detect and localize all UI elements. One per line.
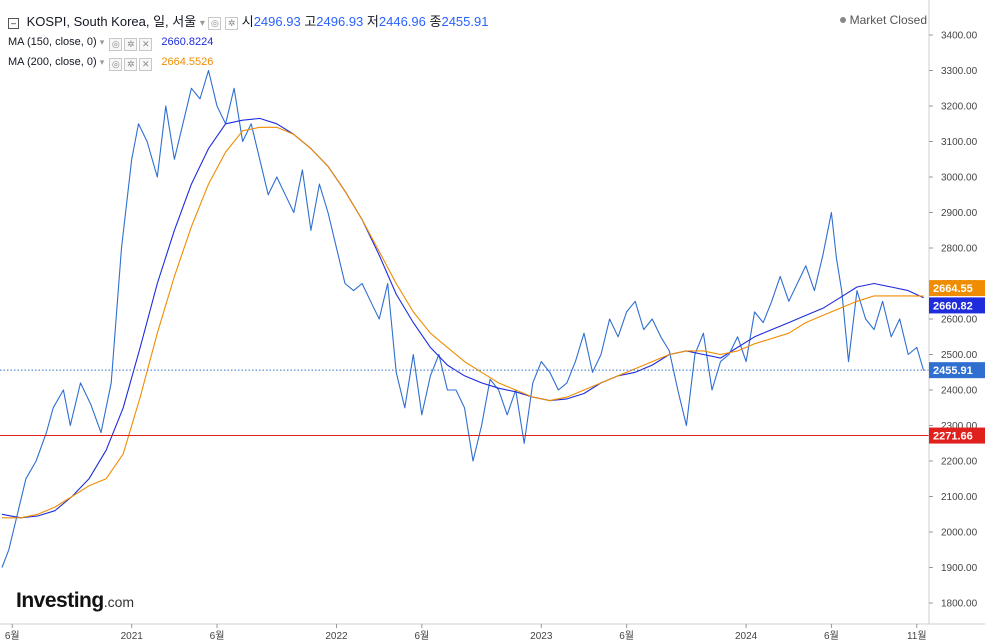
price-tag: 2271.66	[929, 427, 985, 444]
y-tick-label: 3000.00	[941, 173, 978, 184]
y-tick-label: 2100.00	[941, 492, 978, 503]
eye-icon[interactable]: ◎	[208, 17, 222, 30]
chevron-down-icon[interactable]: ▾	[99, 37, 105, 47]
x-tick-label: 6월	[414, 630, 429, 642]
y-tick-label: 2300.00	[941, 421, 978, 432]
y-tick-label: 3100.00	[941, 137, 978, 148]
high-label: 고	[304, 14, 317, 29]
chart-header: – KOSPI, South Korea, 일, 서울 ▾ ◎ ✲ 시2496.…	[8, 11, 488, 30]
chevron-down-icon[interactable]: ▾	[199, 18, 205, 29]
y-tick-label: 2500.00	[941, 350, 978, 361]
y-tick-label: 3200.00	[941, 102, 978, 113]
price-tag-label: 2660.82	[933, 300, 973, 312]
indicator-label: MA (150, close, 0)	[8, 36, 97, 48]
series-line-kospi	[1, 69, 925, 568]
logo-text: Investing	[16, 589, 104, 612]
low-label: 저	[366, 14, 379, 29]
series-layer	[1, 69, 925, 568]
price-tag-label: 2664.55	[933, 283, 973, 295]
x-tick-label: 6월	[210, 630, 225, 642]
close-value: 2455.91	[441, 14, 489, 29]
x-tick-label: 11월	[907, 630, 927, 642]
price-tag-bg	[929, 297, 985, 314]
series-line-ma200	[2, 126, 924, 519]
x-tick-label: 2021	[121, 631, 144, 642]
settings-icon[interactable]: ✲	[225, 17, 239, 30]
price-tags: 2664.55 2660.82 2455.91 2271.66	[929, 280, 985, 444]
price-tag: 2664.55	[929, 280, 985, 297]
x-tick-label: 6월	[824, 630, 839, 642]
open-label: 시	[241, 14, 254, 29]
x-tick-label: 2023	[530, 631, 553, 642]
price-tag-label: 2271.66	[933, 431, 973, 443]
x-tick-label: 6월	[5, 630, 20, 642]
close-label: 종	[429, 14, 442, 29]
open-value: 2496.93	[253, 14, 301, 29]
price-tag-bg	[929, 427, 985, 444]
eye-icon[interactable]: ◎	[109, 58, 123, 71]
y-tick-label: 2200.00	[941, 457, 978, 468]
y-tick-label: 2900.00	[941, 208, 978, 219]
collapse-icon[interactable]: –	[8, 18, 19, 29]
x-axis: 6월 2021 6월 2022 6월 2023 6월 2024 6월 11월	[0, 623, 985, 642]
indicator-label: MA (200, close, 0)	[8, 56, 97, 68]
x-tick-label: 2022	[325, 631, 348, 642]
close-icon[interactable]: ✕	[139, 58, 153, 71]
price-tag: 2455.91	[929, 362, 985, 379]
y-tick-label: 1900.00	[941, 563, 978, 574]
investing-logo: Investing.com	[16, 589, 134, 613]
chevron-down-icon[interactable]: ▾	[99, 57, 105, 67]
x-tick-label: 2024	[735, 631, 758, 642]
price-tag-bg	[929, 280, 985, 297]
y-tick-label: 2400.00	[941, 386, 978, 397]
settings-icon[interactable]: ✲	[124, 38, 138, 51]
y-tick-label: 3400.00	[941, 31, 978, 42]
eye-icon[interactable]: ◎	[109, 38, 123, 51]
reference-lines	[0, 369, 929, 437]
status-dot-icon	[839, 17, 846, 23]
indicator-ma150[interactable]: MA (150, close, 0) ▾ ◎ ✲ ✕ 2660.8224	[8, 36, 213, 51]
indicator-value: 2664.5526	[161, 56, 214, 68]
low-value: 2446.96	[378, 14, 426, 29]
symbol-title: KOSPI, South Korea, 일, 서울	[26, 14, 197, 29]
market-status-text: Market Closed	[849, 13, 927, 27]
y-tick-label: 1800.00	[941, 599, 978, 610]
indicator-ma200[interactable]: MA (200, close, 0) ▾ ◎ ✲ ✕ 2664.5526	[8, 56, 213, 71]
close-icon[interactable]: ✕	[139, 38, 153, 51]
price-tag: 2660.82	[929, 297, 985, 314]
high-value: 2496.93	[316, 14, 364, 29]
price-tag-bg	[929, 362, 985, 379]
y-tick-label: 2600.00	[941, 315, 978, 326]
y-tick-label: 2000.00	[941, 528, 978, 539]
market-status: Market Closed	[839, 13, 927, 27]
y-tick-label: 2800.00	[941, 244, 978, 255]
x-tick-label: 6월	[619, 630, 634, 642]
indicator-value: 2660.8224	[161, 36, 214, 48]
y-tick-label: 3300.00	[941, 66, 978, 77]
logo-suffix: .com	[103, 594, 135, 610]
series-line-ma150	[1, 117, 924, 519]
price-tag-label: 2455.91	[933, 365, 973, 377]
settings-icon[interactable]: ✲	[124, 58, 138, 71]
